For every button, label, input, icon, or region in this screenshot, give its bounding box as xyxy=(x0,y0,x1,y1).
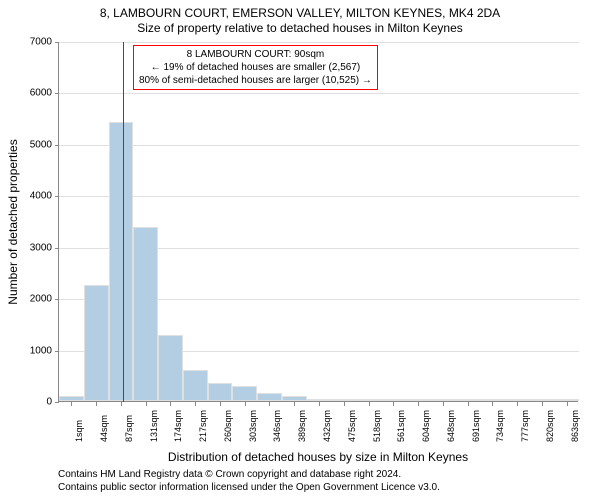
xtick-mark xyxy=(121,402,122,406)
chart-container: 010002000300040005000600070001sqm44sqm87… xyxy=(58,42,578,402)
xtick-label: 260sqm xyxy=(223,410,233,442)
xtick-label: 131sqm xyxy=(149,410,159,442)
histogram-bar xyxy=(158,335,183,401)
footer-attribution: Contains HM Land Registry data © Crown c… xyxy=(58,468,440,494)
callout-line3: 80% of semi-detached houses are larger (… xyxy=(139,74,372,87)
xtick-mark xyxy=(294,402,295,406)
ytick-mark xyxy=(55,93,59,94)
histogram-bar xyxy=(505,399,530,401)
xtick-label: 303sqm xyxy=(248,410,258,442)
reference-callout: 8 LAMBOURN COURT: 90sqm ← 19% of detache… xyxy=(133,45,378,90)
gridline xyxy=(59,42,579,43)
xtick-label: 1sqm xyxy=(74,420,84,442)
histogram-bar xyxy=(59,396,84,401)
ytick-mark xyxy=(55,402,59,403)
chart-title-address: 8, LAMBOURN COURT, EMERSON VALLEY, MILTO… xyxy=(0,0,600,20)
xtick-mark xyxy=(96,402,97,406)
xtick-label: 777sqm xyxy=(520,410,530,442)
histogram-bar xyxy=(257,393,282,401)
xtick-label: 475sqm xyxy=(347,410,357,442)
histogram-bar xyxy=(356,399,381,401)
xtick-mark xyxy=(245,402,246,406)
chart-title-subtitle: Size of property relative to detached ho… xyxy=(0,20,600,37)
xtick-label: 87sqm xyxy=(124,415,134,442)
xtick-label: 648sqm xyxy=(446,410,456,442)
xtick-mark xyxy=(319,402,320,406)
histogram-bar xyxy=(232,386,257,401)
xtick-label: 734sqm xyxy=(495,410,505,442)
xtick-mark xyxy=(443,402,444,406)
ytick-mark xyxy=(55,299,59,300)
histogram-bar xyxy=(331,399,356,401)
xtick-mark xyxy=(418,402,419,406)
ytick-label: 0 xyxy=(12,397,52,408)
ytick-mark xyxy=(55,42,59,43)
y-axis-label: Number of detached properties xyxy=(6,139,20,304)
xtick-mark xyxy=(344,402,345,406)
reference-line xyxy=(123,42,124,402)
histogram-bar xyxy=(133,227,158,401)
xtick-label: 561sqm xyxy=(396,410,406,442)
xtick-mark xyxy=(220,402,221,406)
gridline xyxy=(59,145,579,146)
xtick-mark xyxy=(71,402,72,406)
xtick-mark xyxy=(542,402,543,406)
histogram-bar xyxy=(183,370,208,401)
ytick-label: 1000 xyxy=(12,345,52,356)
gridline xyxy=(59,93,579,94)
histogram-bar xyxy=(480,399,505,401)
xtick-mark xyxy=(468,402,469,406)
histogram-bar xyxy=(529,399,554,401)
xtick-label: 863sqm xyxy=(570,410,580,442)
plot-area: 010002000300040005000600070001sqm44sqm87… xyxy=(58,42,578,402)
xtick-label: 432sqm xyxy=(322,410,332,442)
xtick-mark xyxy=(170,402,171,406)
ytick-mark xyxy=(55,145,59,146)
histogram-bar xyxy=(84,285,109,401)
x-axis-label: Distribution of detached houses by size … xyxy=(168,450,468,464)
xtick-mark xyxy=(492,402,493,406)
xtick-label: 604sqm xyxy=(421,410,431,442)
xtick-mark xyxy=(195,402,196,406)
callout-line1: 8 LAMBOURN COURT: 90sqm xyxy=(139,48,372,61)
xtick-mark xyxy=(517,402,518,406)
histogram-bar xyxy=(381,399,406,401)
xtick-label: 820sqm xyxy=(545,410,555,442)
histogram-bar xyxy=(307,399,332,401)
ytick-mark xyxy=(55,248,59,249)
xtick-mark xyxy=(393,402,394,406)
xtick-mark xyxy=(567,402,568,406)
histogram-bar xyxy=(282,396,307,401)
xtick-label: 174sqm xyxy=(173,410,183,442)
gridline xyxy=(59,196,579,197)
histogram-bar xyxy=(430,399,455,401)
histogram-bar xyxy=(554,399,579,401)
histogram-bar xyxy=(406,399,431,401)
histogram-bar xyxy=(109,122,134,401)
xtick-mark xyxy=(369,402,370,406)
footer-line2: Contains public sector information licen… xyxy=(58,481,440,494)
ytick-mark xyxy=(55,196,59,197)
footer-line1: Contains HM Land Registry data © Crown c… xyxy=(58,468,440,481)
histogram-bar xyxy=(455,399,480,401)
ytick-mark xyxy=(55,351,59,352)
xtick-label: 389sqm xyxy=(297,410,307,442)
xtick-mark xyxy=(269,402,270,406)
callout-line2: ← 19% of detached houses are smaller (2,… xyxy=(139,61,372,74)
ytick-label: 6000 xyxy=(12,88,52,99)
ytick-label: 7000 xyxy=(12,37,52,48)
xtick-label: 518sqm xyxy=(372,410,382,442)
histogram-bar xyxy=(208,383,233,401)
xtick-label: 44sqm xyxy=(99,415,109,442)
xtick-mark xyxy=(146,402,147,406)
xtick-label: 691sqm xyxy=(471,410,481,442)
xtick-label: 346sqm xyxy=(272,410,282,442)
xtick-label: 217sqm xyxy=(198,410,208,442)
